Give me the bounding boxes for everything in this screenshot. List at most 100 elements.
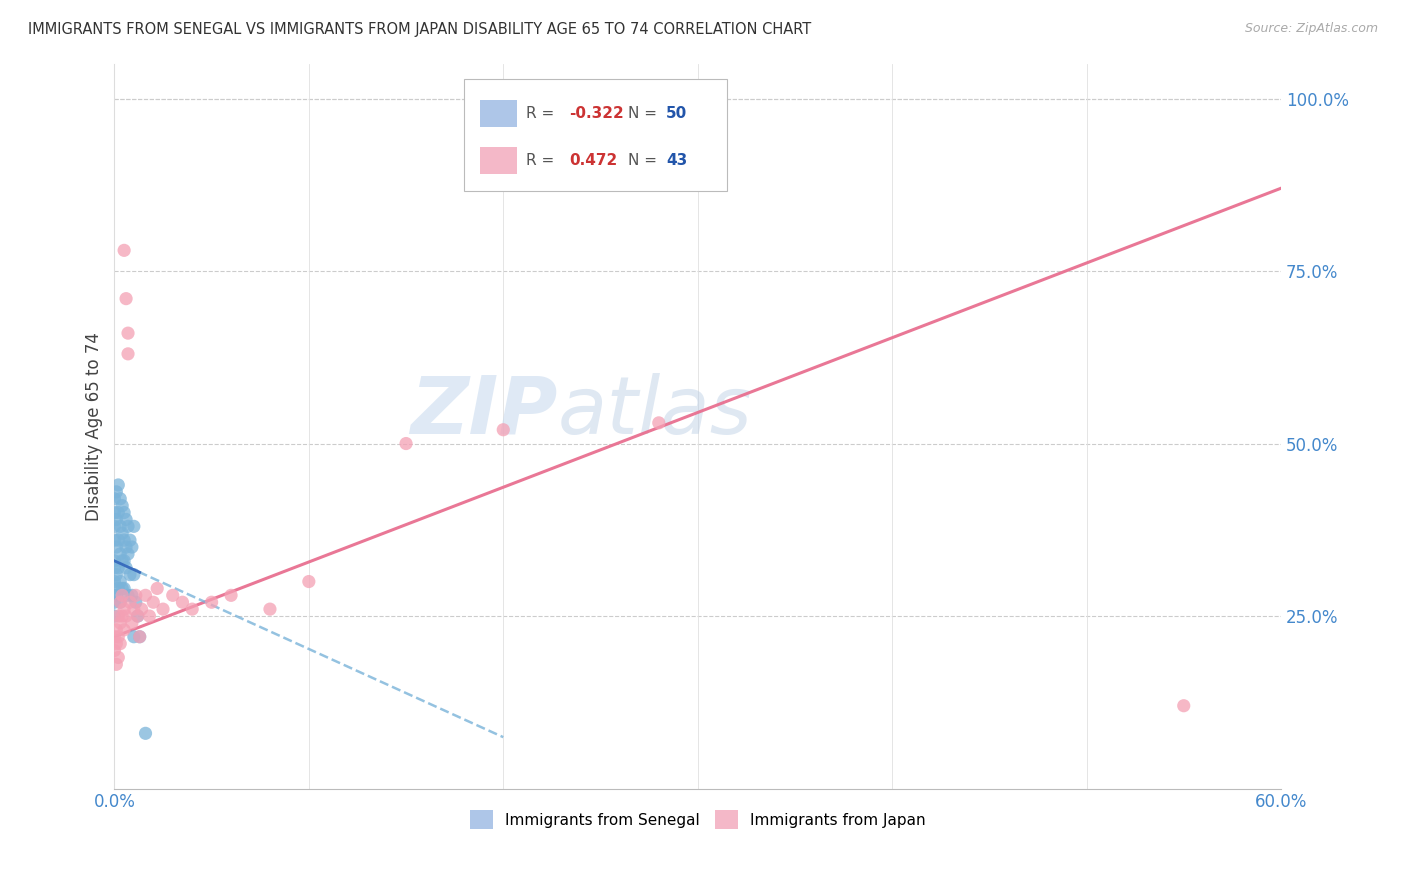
Point (112, 623, 135, 637)
Point (103, 630, 125, 644)
FancyBboxPatch shape (479, 100, 517, 127)
Point (117, 588, 139, 602)
Point (103, 574, 125, 589)
Point (115, 609, 138, 624)
Point (118, 567, 141, 582)
Point (115, 512, 138, 526)
Point (1173, 698, 1195, 713)
Point (110, 595, 132, 609)
Point (127, 609, 149, 624)
Point (128, 630, 150, 644)
Text: R =: R = (526, 106, 560, 120)
Text: IMMIGRANTS FROM SENEGAL VS IMMIGRANTS FROM JAPAN DISABILITY AGE 65 TO 74 CORRELA: IMMIGRANTS FROM SENEGAL VS IMMIGRANTS FR… (28, 22, 811, 37)
Point (162, 588, 184, 602)
Point (118, 595, 141, 609)
Point (112, 582, 135, 596)
Point (117, 547, 139, 561)
Point (138, 609, 160, 624)
Point (107, 506, 129, 520)
Point (112, 533, 135, 548)
Point (111, 499, 134, 513)
Point (107, 582, 129, 596)
Point (107, 478, 129, 492)
Point (134, 588, 156, 602)
Point (103, 506, 125, 520)
Text: R =: R = (526, 153, 560, 168)
FancyBboxPatch shape (464, 78, 727, 191)
Point (134, 726, 156, 740)
Point (111, 582, 134, 596)
Point (395, 436, 418, 450)
Point (115, 560, 138, 574)
Point (107, 533, 129, 548)
Point (125, 595, 148, 609)
Point (103, 609, 125, 624)
Point (105, 657, 128, 672)
Point (201, 595, 224, 609)
Point (152, 602, 174, 616)
Point (103, 595, 125, 609)
Point (105, 567, 128, 582)
Point (110, 519, 132, 533)
Point (105, 588, 128, 602)
Point (128, 630, 150, 644)
Point (103, 519, 125, 533)
Point (121, 540, 143, 554)
Point (648, 416, 671, 430)
Point (105, 623, 128, 637)
Point (122, 630, 145, 644)
Point (492, 423, 515, 437)
Point (115, 540, 138, 554)
Point (112, 244, 135, 258)
Point (146, 582, 169, 596)
Point (122, 519, 145, 533)
Text: Source: ZipAtlas.com: Source: ZipAtlas.com (1244, 22, 1378, 36)
Point (111, 526, 134, 541)
Point (105, 484, 128, 499)
Text: -0.322: -0.322 (569, 106, 624, 120)
Point (117, 326, 139, 340)
Point (110, 491, 132, 506)
Point (110, 595, 132, 609)
Legend: Immigrants from Senegal, Immigrants from Japan: Immigrants from Senegal, Immigrants from… (464, 805, 932, 835)
Point (103, 554, 125, 568)
Point (259, 602, 281, 616)
Text: N =: N = (627, 153, 662, 168)
Point (111, 588, 134, 602)
Point (107, 560, 129, 574)
Text: 0.472: 0.472 (569, 153, 617, 168)
Point (172, 595, 194, 609)
Text: atlas: atlas (558, 373, 752, 450)
Point (111, 609, 134, 624)
Point (219, 588, 242, 602)
Point (117, 347, 139, 361)
Text: N =: N = (627, 106, 662, 120)
Point (122, 567, 145, 582)
Point (103, 588, 125, 602)
Text: 50: 50 (666, 106, 688, 120)
Point (181, 602, 204, 616)
Point (110, 637, 132, 651)
Point (127, 609, 149, 624)
Point (103, 491, 125, 506)
Point (107, 609, 129, 624)
Point (107, 650, 129, 665)
Point (103, 533, 125, 548)
Point (121, 615, 143, 630)
Point (110, 615, 132, 630)
Point (112, 602, 135, 616)
Point (298, 574, 321, 589)
Y-axis label: Disability Age 65 to 74: Disability Age 65 to 74 (86, 332, 103, 521)
Point (105, 637, 128, 651)
Point (122, 602, 145, 616)
Point (112, 554, 135, 568)
Point (142, 595, 165, 609)
Point (110, 547, 132, 561)
Point (103, 560, 125, 574)
Point (105, 540, 128, 554)
Point (111, 554, 134, 568)
Text: ZIP: ZIP (411, 373, 558, 450)
Point (112, 506, 135, 520)
Point (121, 588, 143, 602)
Point (103, 643, 125, 657)
